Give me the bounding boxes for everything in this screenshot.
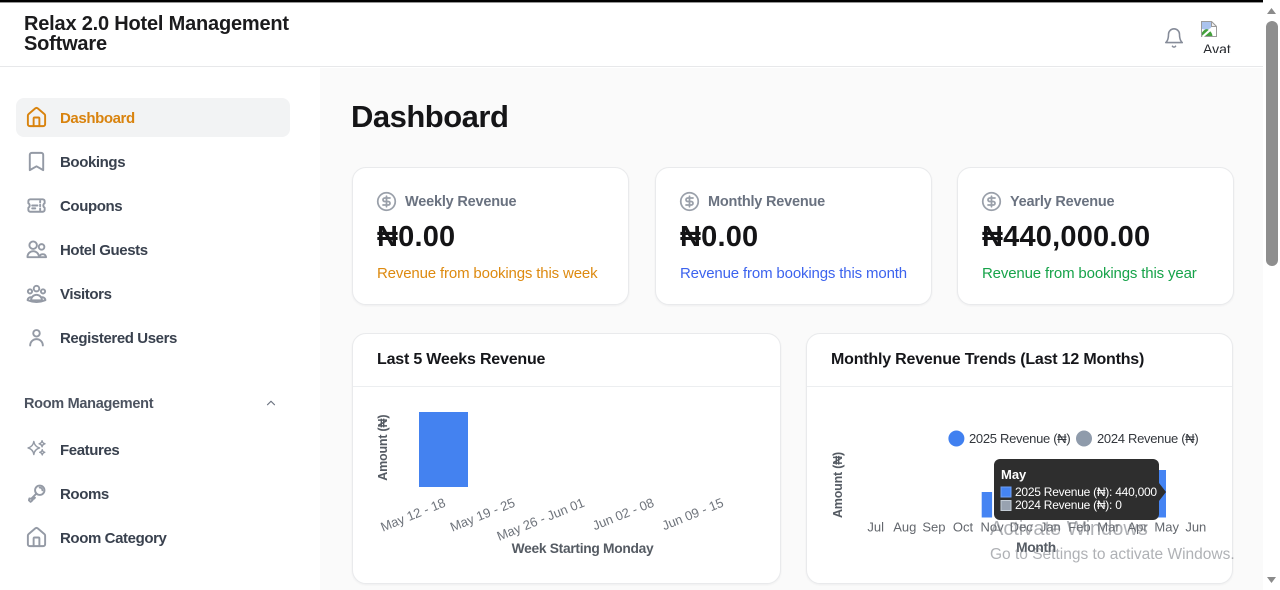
svg-text:Nov: Nov (981, 520, 1005, 535)
svg-text:Jan: Jan (1040, 520, 1061, 535)
svg-text:Amount (₦): Amount (₦) (376, 415, 390, 481)
svg-text:2025 Revenue (₦): 2025 Revenue (₦) (969, 431, 1070, 446)
svg-text:Jun: Jun (1185, 520, 1206, 535)
svg-text:2024 Revenue (₦): 0: 2024 Revenue (₦): 0 (1015, 498, 1122, 512)
svg-text:Month: Month (1016, 540, 1056, 555)
svg-text:May 12 - 18: May 12 - 18 (378, 495, 447, 535)
svg-text:Mar: Mar (1097, 520, 1120, 535)
svg-text:Jun 09 - 15: Jun 09 - 15 (660, 495, 726, 533)
svg-text:May: May (1154, 520, 1179, 535)
svg-text:Jul: Jul (867, 520, 884, 535)
svg-text:Amount (₦): Amount (₦) (831, 452, 845, 518)
svg-text:Sep: Sep (922, 520, 945, 535)
svg-text:Oct: Oct (953, 520, 974, 535)
svg-text:Feb: Feb (1068, 520, 1090, 535)
svg-text:May: May (1001, 467, 1027, 482)
svg-text:Week Starting Monday: Week Starting Monday (512, 541, 654, 556)
svg-text:Dec: Dec (1010, 520, 1034, 535)
svg-text:2025 Revenue (₦): 440,000: 2025 Revenue (₦): 440,000 (1015, 485, 1157, 499)
svg-text:Jun 02 - 08: Jun 02 - 08 (590, 495, 656, 533)
svg-text:Apr: Apr (1127, 520, 1148, 535)
svg-text:2024 Revenue (₦): 2024 Revenue (₦) (1097, 431, 1198, 446)
svg-text:Aug: Aug (893, 520, 916, 535)
